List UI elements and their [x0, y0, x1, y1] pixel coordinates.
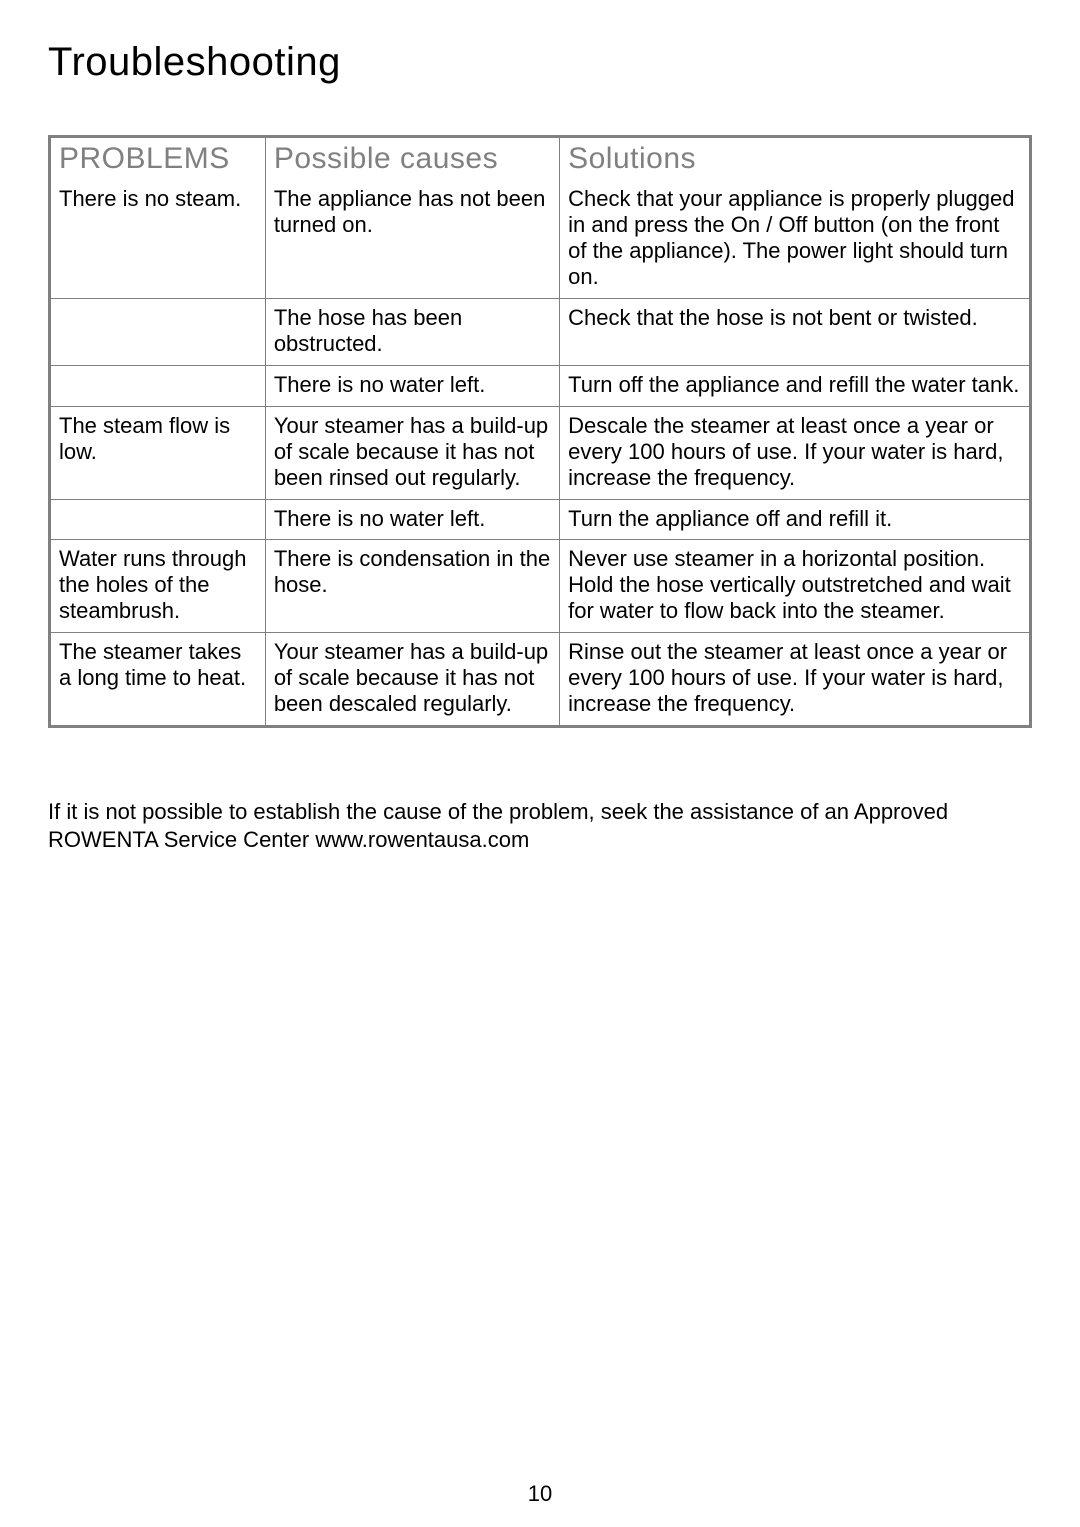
table-row: There is no water left. Turn off the app… — [50, 365, 1031, 406]
cell-problem: There is no steam. — [50, 180, 266, 298]
page: Troubleshooting PROBLEMS Possible causes… — [0, 0, 1080, 1527]
cell-problem — [50, 365, 266, 406]
cell-problem: The steam flow is low. — [50, 406, 266, 499]
cell-problem — [50, 499, 266, 540]
cell-cause: There is condensation in the hose. — [265, 540, 559, 633]
cell-solution: Check that your appliance is properly pl… — [560, 180, 1031, 298]
cell-cause: The appliance has not been turned on. — [265, 180, 559, 298]
cell-cause: Your steamer has a build-up of scale bec… — [265, 406, 559, 499]
table-row: Water runs through the holes of the stea… — [50, 540, 1031, 633]
table-row: There is no steam. The appliance has not… — [50, 180, 1031, 298]
cell-cause: There is no water left. — [265, 499, 559, 540]
cell-problem — [50, 298, 266, 365]
page-number: 10 — [0, 1481, 1080, 1507]
cell-cause: Your steamer has a build-up of scale bec… — [265, 633, 559, 727]
cell-solution: Turn off the appliance and refill the wa… — [560, 365, 1031, 406]
cell-solution: Turn the appliance off and refill it. — [560, 499, 1031, 540]
table-row: The steamer takes a long time to heat. Y… — [50, 633, 1031, 727]
footnote-text: If it is not possible to establish the c… — [48, 798, 1032, 853]
table-row: The steam flow is low. Your steamer has … — [50, 406, 1031, 499]
col-header-causes: Possible causes — [265, 137, 559, 181]
cell-problem: The steamer takes a long time to heat. — [50, 633, 266, 727]
page-title: Troubleshooting — [48, 40, 1032, 85]
cell-cause: The hose has been obstructed. — [265, 298, 559, 365]
cell-problem: Water runs through the holes of the stea… — [50, 540, 266, 633]
cell-solution: Rinse out the steamer at least once a ye… — [560, 633, 1031, 727]
cell-solution: Never use steamer in a horizontal positi… — [560, 540, 1031, 633]
col-header-solutions: Solutions — [560, 137, 1031, 181]
troubleshooting-table: PROBLEMS Possible causes Solutions There… — [48, 135, 1032, 728]
cell-cause: There is no water left. — [265, 365, 559, 406]
cell-solution: Descale the steamer at least once a year… — [560, 406, 1031, 499]
table-row: The hose has been obstructed. Check that… — [50, 298, 1031, 365]
col-header-problems: PROBLEMS — [50, 137, 266, 181]
cell-solution: Check that the hose is not bent or twist… — [560, 298, 1031, 365]
table-row: There is no water left. Turn the applian… — [50, 499, 1031, 540]
table-header-row: PROBLEMS Possible causes Solutions — [50, 137, 1031, 181]
